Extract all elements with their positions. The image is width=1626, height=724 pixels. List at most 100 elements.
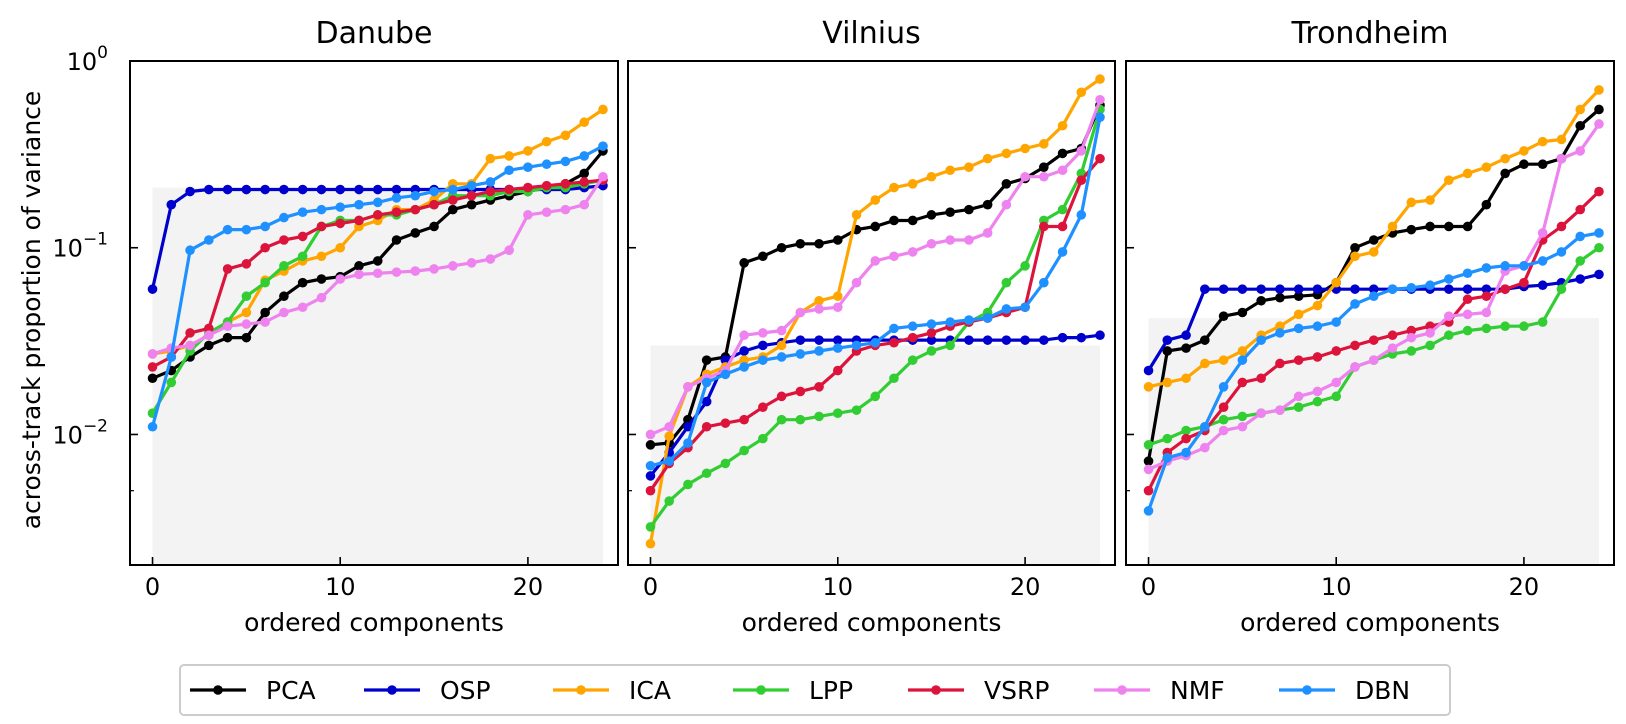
point-danube-osp-9 (316, 184, 327, 195)
point-danube-nmf-13 (391, 267, 402, 277)
legend: PCA OSP ICA LPP VSRP NMF DBN (179, 664, 1451, 716)
point-vilnius-vsrp-22 (1057, 221, 1068, 232)
point-trondheim-ica-18 (1481, 162, 1492, 172)
panel-title-danube: Danube (315, 16, 432, 51)
point-danube-nmf-3 (204, 330, 214, 341)
legend-label-lpp: LPP (809, 676, 853, 705)
plot-area-trondheim (1143, 85, 1604, 516)
point-vilnius-vsrp-7 (776, 391, 787, 402)
point-trondheim-lpp-16 (1444, 330, 1454, 341)
point-danube-dbn-1 (166, 352, 177, 362)
point-danube-ica-24 (598, 104, 608, 115)
x-axis-label-vilnius: ordered components (742, 608, 1002, 637)
point-trondheim-osp-11 (1350, 284, 1360, 294)
point-danube-dbn-21 (541, 159, 552, 170)
point-danube-osp-12 (372, 184, 383, 195)
point-trondheim-ica-20 (1519, 146, 1529, 156)
shaded-region-danube (152, 187, 603, 565)
point-trondheim-pca-19 (1500, 168, 1510, 179)
point-danube-nmf-11 (354, 269, 364, 280)
point-trondheim-nmf-6 (1256, 408, 1266, 418)
point-trondheim-pca-21 (1537, 159, 1548, 170)
point-trondheim-dbn-8 (1293, 323, 1304, 334)
point-danube-nmf-19 (504, 245, 514, 256)
point-trondheim-dbn-11 (1350, 299, 1360, 309)
legend-entry-lpp: LPP (733, 676, 853, 705)
x-axis-label-trondheim: ordered components (1240, 608, 1500, 637)
point-danube-dbn-6 (260, 221, 270, 232)
point-danube-vsrp-6 (260, 242, 270, 253)
point-danube-lpp-8 (297, 251, 308, 262)
point-trondheim-lpp-2 (1181, 425, 1191, 436)
point-trondheim-pca-23 (1575, 120, 1586, 131)
point-danube-dbn-24 (598, 141, 608, 151)
point-vilnius-ica-22 (1057, 120, 1068, 131)
point-danube-vsrp-8 (297, 231, 308, 242)
point-vilnius-pca-10 (832, 235, 843, 245)
point-trondheim-osp-4 (1218, 284, 1229, 294)
point-danube-dbn-13 (391, 193, 402, 203)
point-trondheim-lpp-4 (1218, 414, 1229, 425)
point-trondheim-pca-1 (1162, 346, 1173, 356)
point-vilnius-nmf-0 (645, 429, 656, 440)
point-trondheim-ica-14 (1406, 197, 1417, 208)
point-trondheim-ica-11 (1350, 251, 1360, 262)
point-danube-osp-1 (166, 199, 177, 210)
point-trondheim-ica-2 (1181, 373, 1191, 384)
point-trondheim-vsrp-23 (1575, 204, 1586, 215)
y-axis-label: across-track proportion of variance (17, 91, 46, 530)
point-trondheim-lpp-17 (1462, 325, 1473, 336)
point-vilnius-pca-9 (814, 238, 824, 249)
point-trondheim-lpp-8 (1293, 402, 1304, 412)
x-tick-label-vilnius-20: 20 (1010, 573, 1041, 601)
point-trondheim-vsrp-22 (1556, 221, 1567, 232)
point-vilnius-osp-3 (701, 396, 712, 407)
shaded-region-vilnius (650, 345, 1101, 565)
point-danube-osp-7 (279, 184, 289, 195)
point-trondheim-nmf-12 (1368, 355, 1379, 365)
point-vilnius-pca-22 (1057, 148, 1068, 159)
point-vilnius-ica-21 (1039, 139, 1049, 149)
point-danube-nmf-17 (466, 258, 477, 268)
point-danube-nmf-9 (316, 292, 327, 303)
point-vilnius-lpp-4 (720, 458, 731, 469)
point-vilnius-osp-8 (795, 335, 806, 345)
point-vilnius-vsrp-0 (645, 485, 656, 496)
point-trondheim-nmf-9 (1312, 386, 1323, 397)
point-danube-vsrp-15 (429, 199, 439, 210)
x-tick-label-danube-0: 0 (145, 573, 160, 601)
point-trondheim-nmf-15 (1425, 328, 1435, 338)
point-danube-vsrp-7 (279, 235, 289, 245)
point-trondheim-osp-21 (1537, 280, 1548, 291)
point-danube-vsrp-9 (316, 221, 327, 232)
point-danube-dbn-18 (485, 177, 496, 187)
point-trondheim-dbn-3 (1200, 421, 1210, 432)
point-vilnius-dbn-23 (1076, 210, 1087, 220)
point-vilnius-dbn-20 (1020, 302, 1030, 313)
point-danube-pca-5 (241, 332, 252, 343)
point-vilnius-lpp-6 (758, 433, 768, 444)
point-trondheim-lpp-9 (1312, 396, 1323, 407)
legend-swatch-marker-nmf (1117, 685, 1127, 695)
point-danube-vsrp-19 (504, 184, 514, 195)
point-vilnius-dbn-7 (776, 352, 787, 362)
point-trondheim-osp-8 (1293, 284, 1304, 294)
point-vilnius-nmf-20 (1020, 171, 1030, 182)
point-vilnius-ica-5 (739, 355, 749, 365)
point-trondheim-ica-5 (1237, 346, 1248, 356)
legend-swatch-marker-pca (213, 685, 223, 695)
point-danube-pca-15 (429, 221, 439, 232)
point-danube-vsrp-12 (372, 210, 383, 220)
point-danube-ica-20 (523, 146, 533, 156)
point-trondheim-ica-0 (1143, 382, 1154, 392)
legend-entry-osp: OSP (364, 676, 491, 705)
point-vilnius-ica-17 (964, 162, 974, 172)
point-danube-vsrp-4 (222, 264, 233, 274)
point-vilnius-ica-18 (982, 153, 993, 164)
point-trondheim-vsrp-9 (1312, 352, 1323, 362)
point-vilnius-nmf-13 (889, 251, 899, 262)
point-trondheim-ica-10 (1331, 277, 1342, 288)
point-trondheim-ica-19 (1500, 153, 1510, 164)
point-trondheim-dbn-22 (1556, 247, 1567, 257)
point-trondheim-nmf-13 (1387, 343, 1398, 353)
